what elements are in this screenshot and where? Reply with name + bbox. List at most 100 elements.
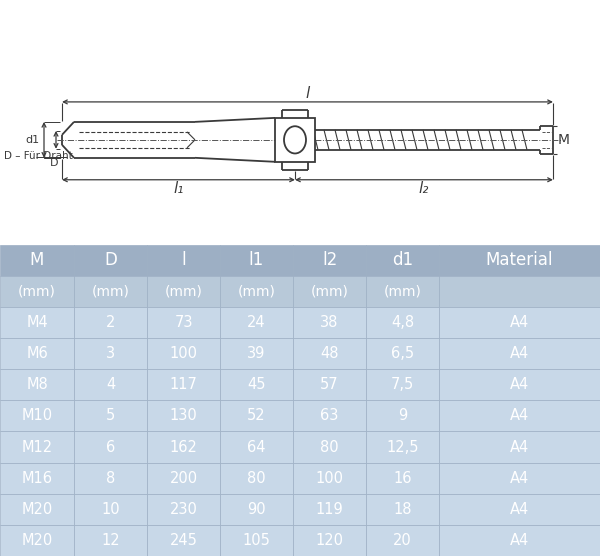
Text: A4: A4 [510, 471, 529, 485]
Bar [0, 494, 74, 525]
Bar [366, 463, 439, 494]
Bar [74, 463, 147, 494]
Text: 130: 130 [170, 409, 197, 423]
Bar [220, 338, 293, 369]
Text: 48: 48 [320, 346, 339, 361]
Bar [0, 431, 74, 463]
Bar [220, 369, 293, 400]
Text: 38: 38 [320, 315, 338, 330]
Text: M20: M20 [22, 533, 53, 548]
Text: l₂: l₂ [419, 181, 429, 196]
Bar [439, 400, 600, 431]
Text: 117: 117 [170, 378, 197, 392]
Text: A4: A4 [510, 502, 529, 517]
Bar [220, 463, 293, 494]
Text: D – Für Draht: D – Für Draht [4, 151, 73, 161]
Bar [439, 494, 600, 525]
Bar [0, 245, 74, 276]
Bar [366, 369, 439, 400]
Text: 6,5: 6,5 [391, 346, 414, 361]
Bar [293, 431, 366, 463]
Text: 45: 45 [247, 378, 266, 392]
Text: (mm): (mm) [383, 284, 421, 299]
Bar [293, 494, 366, 525]
Bar [366, 307, 439, 338]
Bar [293, 525, 366, 556]
Bar [74, 307, 147, 338]
Bar [293, 369, 366, 400]
Bar [147, 369, 220, 400]
Bar [147, 307, 220, 338]
Text: A4: A4 [510, 315, 529, 330]
Text: (mm): (mm) [92, 284, 130, 299]
Text: (mm): (mm) [18, 284, 56, 299]
Text: M4: M4 [26, 315, 48, 330]
Bar [220, 400, 293, 431]
Bar [74, 525, 147, 556]
Bar [220, 307, 293, 338]
Bar [439, 338, 600, 369]
Bar [0, 400, 74, 431]
Bar [220, 494, 293, 525]
Text: 12: 12 [101, 533, 120, 548]
Text: 57: 57 [320, 378, 339, 392]
Text: M20: M20 [22, 502, 53, 517]
Text: d1: d1 [392, 251, 413, 269]
Text: 8: 8 [106, 471, 115, 485]
Text: 4: 4 [106, 378, 115, 392]
Text: 63: 63 [320, 409, 338, 423]
Text: M16: M16 [22, 471, 53, 485]
Text: 6: 6 [106, 440, 115, 454]
Text: A4: A4 [510, 440, 529, 454]
Bar [293, 276, 366, 307]
Text: 100: 100 [170, 346, 197, 361]
Text: 24: 24 [247, 315, 266, 330]
Text: 39: 39 [247, 346, 266, 361]
Text: 12,5: 12,5 [386, 440, 419, 454]
Bar [366, 338, 439, 369]
Bar [439, 369, 600, 400]
Text: A4: A4 [510, 378, 529, 392]
Text: d1: d1 [25, 135, 39, 145]
Bar [439, 307, 600, 338]
Text: 9: 9 [398, 409, 407, 423]
Text: (mm): (mm) [238, 284, 275, 299]
Bar [0, 463, 74, 494]
Text: Gewinde-Walzterminal mit Mutter: Gewinde-Walzterminal mit Mutter [101, 8, 499, 32]
Bar [439, 463, 600, 494]
Text: 5: 5 [106, 409, 115, 423]
Ellipse shape [284, 126, 306, 153]
Text: 80: 80 [247, 471, 266, 485]
Bar [366, 525, 439, 556]
Bar [220, 525, 293, 556]
Text: M10: M10 [22, 409, 53, 423]
Text: (mm): (mm) [311, 284, 349, 299]
Bar [147, 494, 220, 525]
Text: 3: 3 [106, 346, 115, 361]
Text: l2: l2 [322, 251, 337, 269]
Bar [74, 400, 147, 431]
Bar [147, 431, 220, 463]
Bar [366, 400, 439, 431]
Text: l: l [181, 251, 186, 269]
Bar [293, 307, 366, 338]
Text: l1: l1 [249, 251, 264, 269]
Text: 90: 90 [247, 502, 266, 517]
Bar [275, 118, 315, 162]
Bar [147, 525, 220, 556]
Text: M6: M6 [26, 346, 48, 361]
Bar [147, 338, 220, 369]
Bar [366, 245, 439, 276]
Text: 80: 80 [320, 440, 339, 454]
Text: M: M [30, 251, 44, 269]
Bar [74, 431, 147, 463]
Bar [293, 245, 366, 276]
Bar [74, 494, 147, 525]
Text: (mm): (mm) [164, 284, 202, 299]
Text: A4: A4 [510, 346, 529, 361]
Text: 18: 18 [393, 502, 412, 517]
Bar [0, 276, 74, 307]
Text: l₁: l₁ [173, 181, 184, 196]
Bar [220, 245, 293, 276]
Text: Material: Material [486, 251, 553, 269]
